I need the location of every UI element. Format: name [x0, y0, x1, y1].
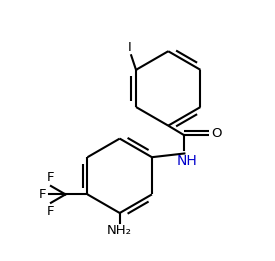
Text: NH₂: NH₂	[107, 224, 132, 237]
Text: O: O	[211, 127, 221, 140]
Text: F: F	[39, 188, 46, 201]
Text: F: F	[47, 171, 55, 184]
Text: I: I	[128, 41, 131, 54]
Text: F: F	[47, 205, 55, 218]
Text: NH: NH	[177, 154, 197, 168]
